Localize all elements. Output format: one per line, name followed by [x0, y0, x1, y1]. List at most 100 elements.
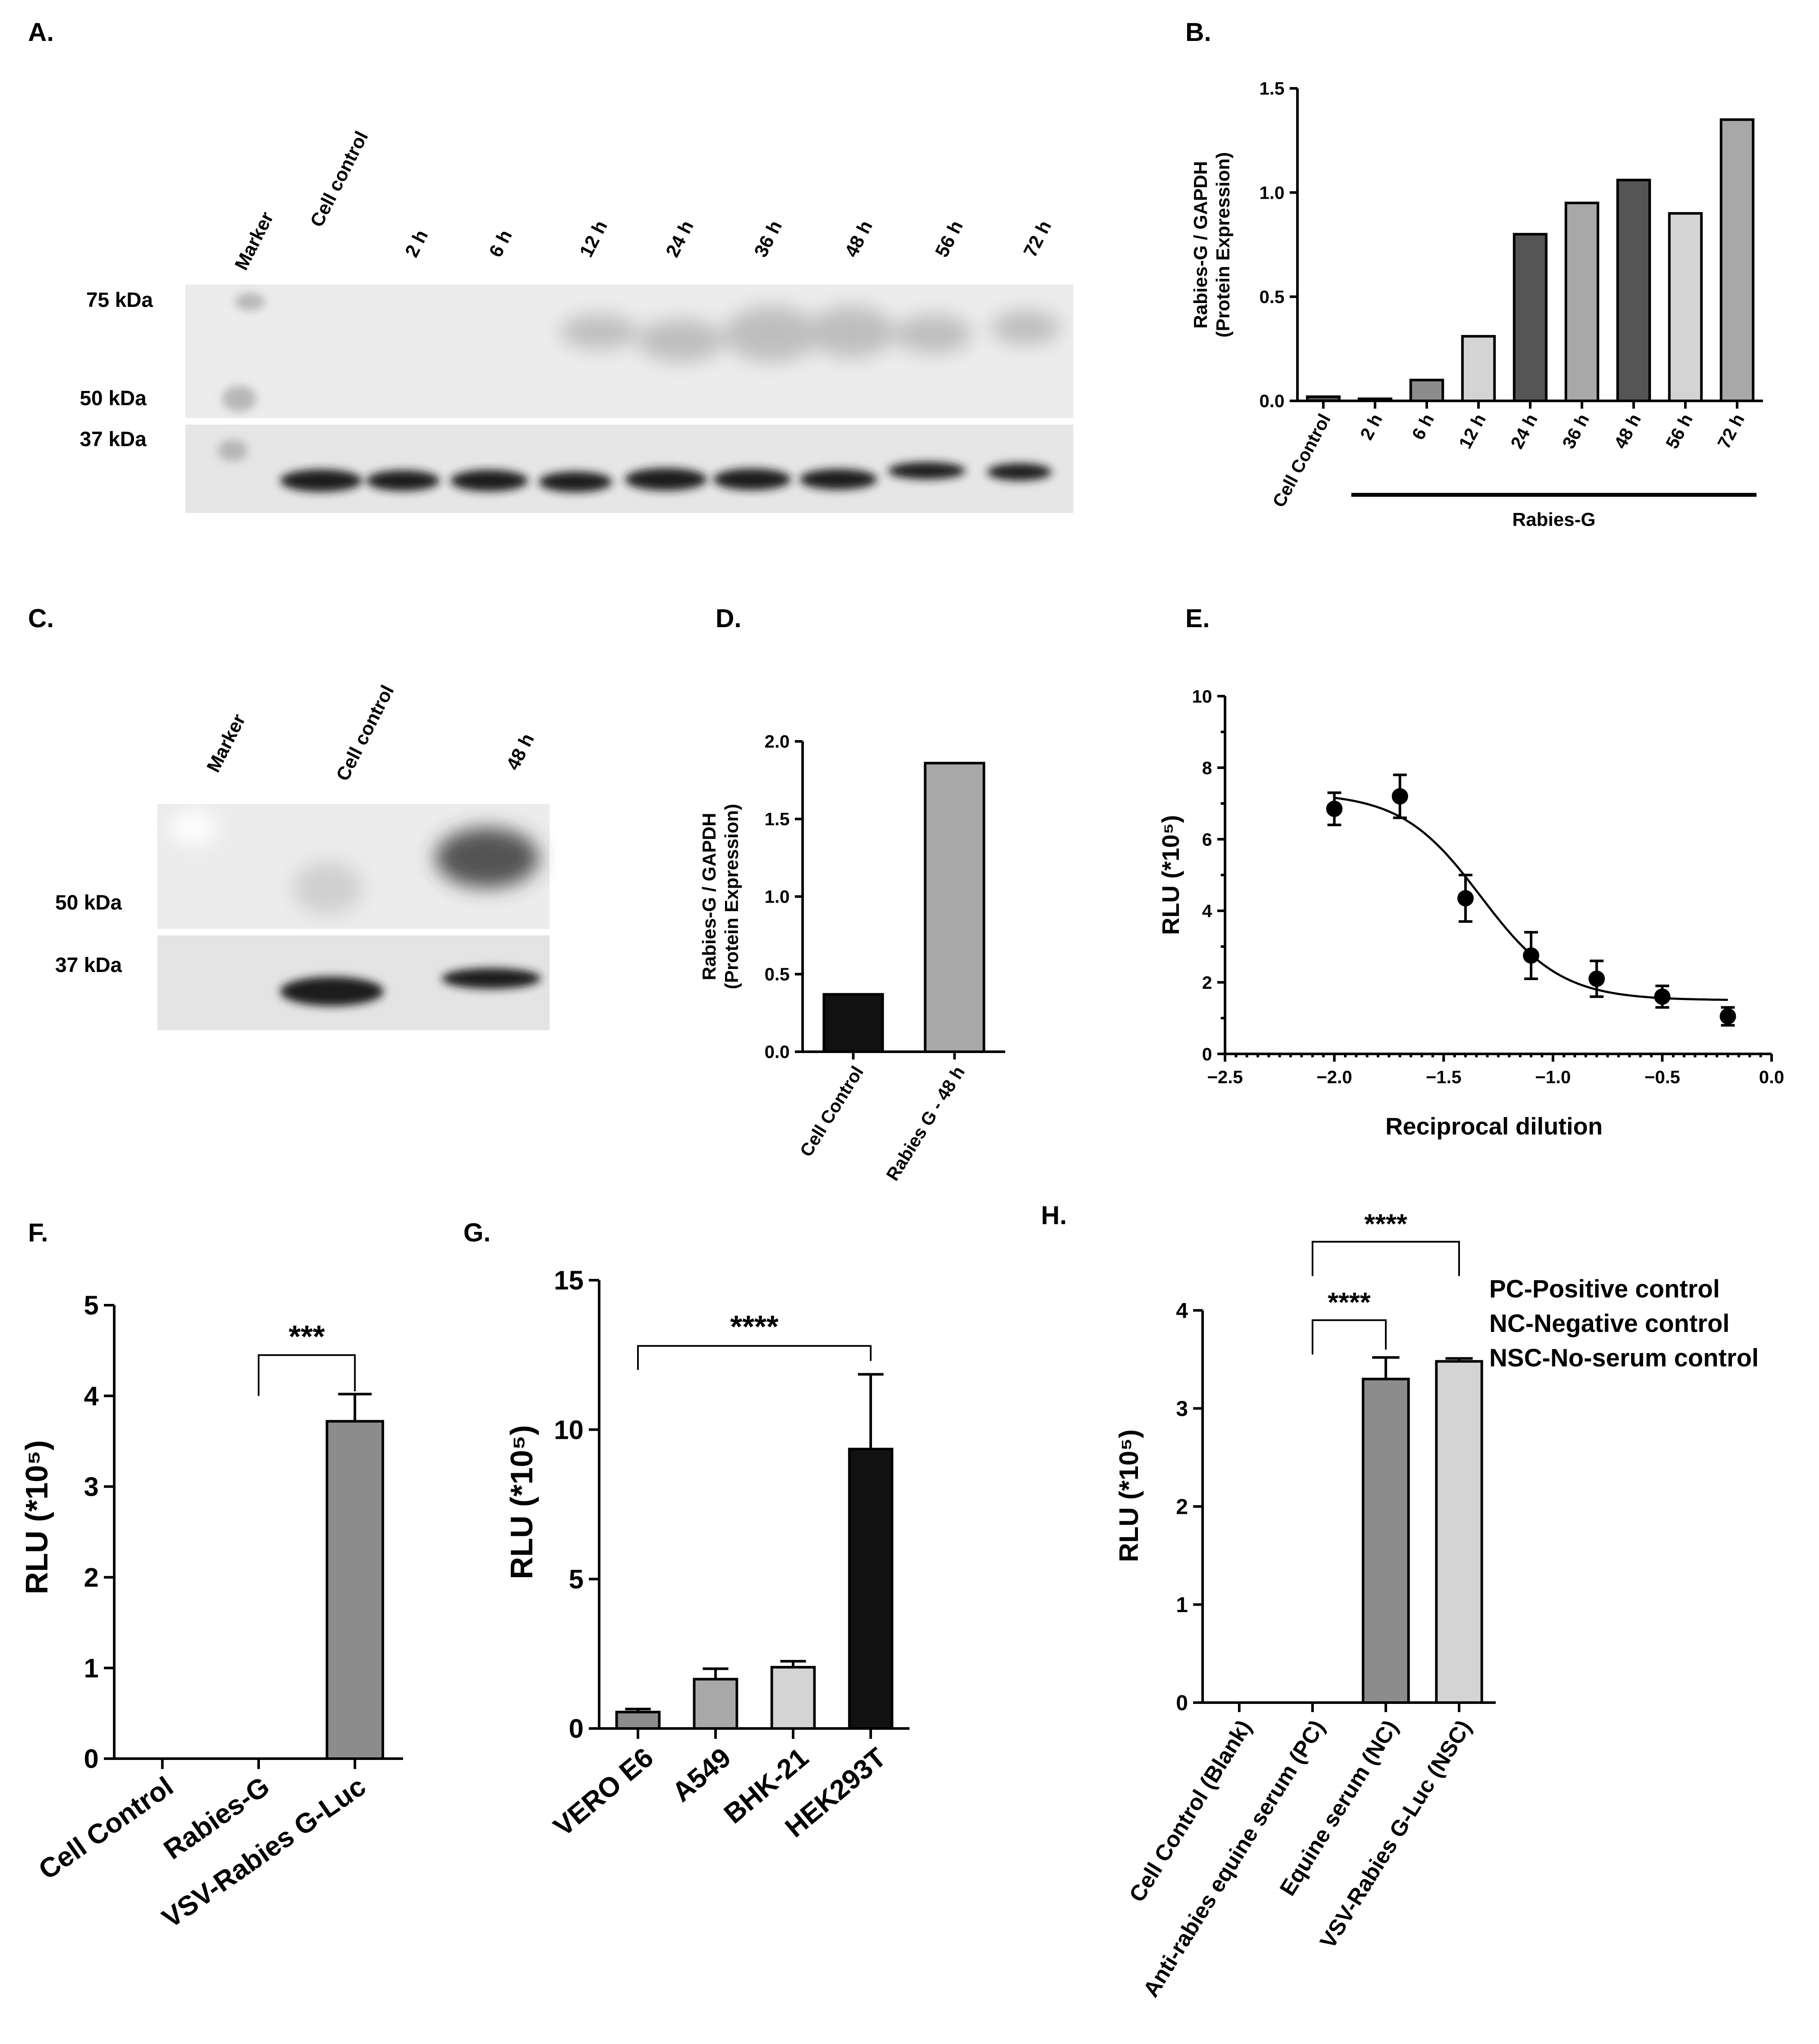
blot-c-gapdh-band: [442, 968, 541, 989]
bar: [325, 1420, 384, 1760]
blot-a-marker-band: [235, 293, 265, 310]
y-tick-label: 1: [84, 1653, 99, 1683]
category-label: 6 h: [1408, 410, 1438, 443]
y-tick-label: 4: [84, 1381, 99, 1411]
y-tick-label: 0: [84, 1744, 99, 1774]
x-tick-label: −2.0: [1316, 1067, 1352, 1087]
y-tick-label: 0.5: [765, 964, 790, 984]
chart-b: 0.0 0.5 1.0 1.5 Cell Control 2 h 6 h 12 h 24 h 36…: [1190, 78, 1763, 530]
blot-a-lane-label: 56 h: [931, 217, 967, 261]
significance-stars: ****: [730, 1310, 778, 1344]
category-label: 48 h: [1610, 410, 1645, 452]
blot-c-gapdh-band: [280, 977, 384, 1006]
blot-a-band: [991, 310, 1060, 345]
x-tick-label: −1.0: [1535, 1067, 1571, 1087]
blot-a-band: [560, 315, 638, 349]
y-tick-label: 0.5: [1260, 287, 1285, 307]
blot-a-gapdh-band: [800, 469, 877, 490]
blot-c-mw-label: 50 kDa: [55, 891, 122, 914]
blot-c-lane-label: 48 h: [502, 730, 538, 774]
y-tick-label: 3: [1176, 1397, 1188, 1421]
bar: [1362, 1378, 1410, 1704]
blot-a-marker-band: [222, 386, 256, 412]
significance-stars: ****: [1364, 1208, 1407, 1239]
category-label: 2 h: [1356, 410, 1386, 443]
y-tick-label: 4: [1176, 1299, 1188, 1323]
significance-bracket: [258, 1354, 356, 1396]
y-tick-label: 1: [1176, 1593, 1188, 1617]
y-axis-title: Rabies-G / GAPDH: [699, 813, 720, 981]
blot-a-lane-label: 48 h: [841, 217, 877, 261]
data-point: [1654, 988, 1671, 1005]
blot-a-band: [638, 319, 724, 362]
y-tick-label: 2.0: [765, 731, 790, 752]
y-axis-title: (Protein Expression): [721, 804, 742, 989]
category-label: VSV-Rabies G-Luc (NSC): [1315, 1716, 1476, 1953]
bar: [822, 993, 884, 1053]
x-tick-label: −2.5: [1207, 1067, 1243, 1087]
y-tick-label: 0: [1202, 1044, 1212, 1064]
blot-a-mw-label: 50 kDa: [80, 387, 147, 410]
blot-a-gapdh-band: [625, 468, 707, 491]
blot-a-band: [894, 315, 972, 353]
category-label: A549: [666, 1742, 737, 1808]
y-tick-label: 2: [84, 1563, 99, 1593]
category-label: Cell Control: [1269, 410, 1335, 510]
panel-label-d: D.: [716, 604, 741, 633]
bar: [770, 1666, 816, 1730]
blot-a-lane-label: 36 h: [750, 217, 786, 261]
blot-c-band: [293, 862, 362, 914]
legend-text: NC-Negative control: [1489, 1310, 1730, 1338]
y-tick-label: 10: [1192, 686, 1212, 706]
y-tick-label: 1.5: [1260, 78, 1285, 99]
x-tick-label: −0.5: [1644, 1067, 1680, 1087]
blot-a-mw-label: 37 kDa: [80, 428, 147, 451]
data-point: [1457, 890, 1474, 906]
blot-c-marker-band: [170, 810, 218, 845]
chart-d: 0.0 0.5 1.0 1.5 2.0 Cell Control Rabies G - 48…: [699, 731, 1005, 1184]
chart-e: 0 2 4 6 8 10 −2.5 −2.0 −1.5 −1.0 −0.5 0.0 Reciprocal…: [1157, 686, 1784, 1140]
category-label: 12 h: [1455, 410, 1490, 452]
blot-a-mw-label: 75 kDa: [86, 289, 153, 312]
bar: [693, 1678, 738, 1730]
y-tick-label: 0: [569, 1714, 584, 1744]
category-label: Rabies G - 48 h: [882, 1063, 969, 1184]
x-tick-label: 0.0: [1759, 1067, 1784, 1087]
y-tick-label: 2: [1176, 1495, 1188, 1519]
panel-label-f: F.: [28, 1218, 48, 1247]
bar: [1513, 233, 1548, 402]
y-tick-label: 1.0: [765, 887, 790, 907]
bar: [615, 1710, 661, 1730]
y-axis-title: RLU (*10⁵): [1157, 815, 1184, 935]
blot-a-lane-label: 6 h: [485, 227, 516, 261]
y-tick-label: 5: [84, 1291, 99, 1321]
panel-label-e: E.: [1185, 604, 1210, 633]
blot-a-gapdh-band: [888, 462, 966, 479]
data-point: [1588, 970, 1605, 987]
y-tick-label: 0.0: [765, 1042, 790, 1062]
y-axis-title: (Protein Expression): [1213, 152, 1234, 338]
category-label: 24 h: [1506, 410, 1541, 452]
legend-text: NSC-No-serum control: [1489, 1344, 1759, 1372]
bar: [1435, 1360, 1483, 1704]
blot-a-gapdh-band: [987, 463, 1052, 481]
significance-stars: ***: [289, 1320, 325, 1354]
legend-text: PC-Positive control: [1489, 1275, 1720, 1303]
panel-label-c: C.: [28, 604, 54, 633]
blot-a-band: [724, 306, 819, 362]
x-axis-title: Reciprocal dilution: [1385, 1113, 1603, 1140]
bar: [1616, 178, 1651, 402]
category-label: 72 h: [1713, 410, 1748, 452]
data-point: [1523, 947, 1540, 964]
panel-label-b: B.: [1185, 18, 1211, 47]
category-label: 36 h: [1558, 410, 1593, 452]
y-tick-label: 4: [1202, 901, 1213, 921]
category-label: Cell Control: [33, 1770, 178, 1885]
panel-label-a: A.: [28, 18, 54, 47]
western-blot-a: 75 kDa 50 kDa 37 kDa Marker Cell control…: [80, 128, 1073, 513]
y-tick-label: 15: [554, 1266, 584, 1296]
